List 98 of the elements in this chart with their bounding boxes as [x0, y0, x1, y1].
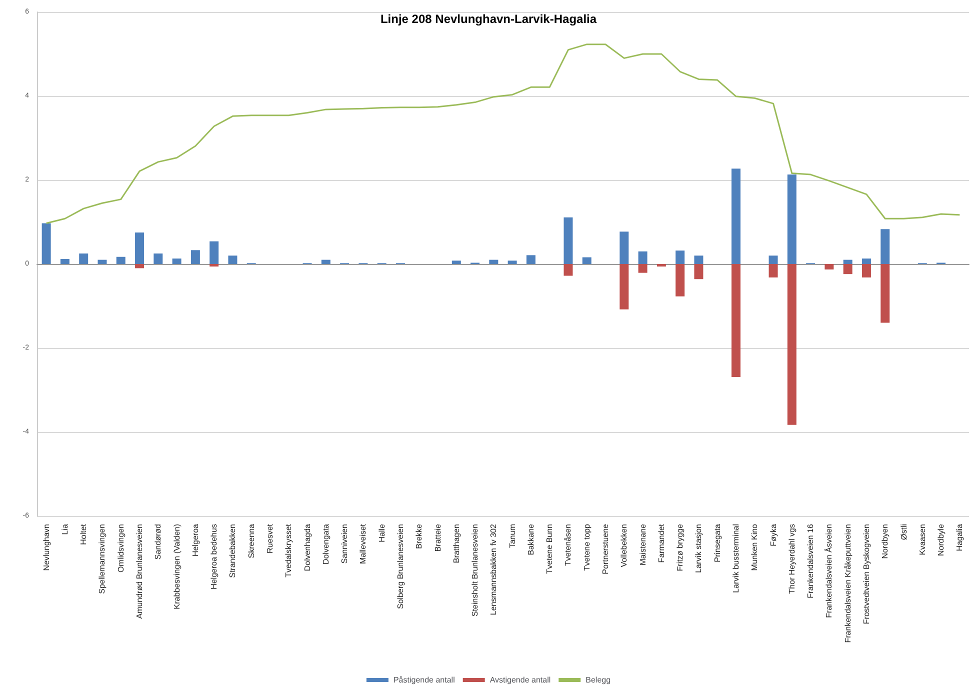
x-tick-label: Fritzø brygge: [676, 523, 685, 572]
x-tick-label: Frankendalsveien Åsveien: [824, 524, 834, 618]
x-tick-label: Dolvengata: [321, 523, 330, 564]
x-tick-label: Larvik bussterminal: [732, 524, 740, 593]
x-tick-label: Solberg Brunlanesveien: [396, 524, 405, 609]
x-tick-label: Hagalia: [955, 523, 964, 552]
bar: [787, 264, 796, 425]
x-tick-label: Lensmannsbakken fv 302: [489, 523, 498, 616]
bar: [228, 256, 238, 264]
bar: [135, 264, 144, 268]
bar: [768, 264, 778, 278]
bar: [526, 255, 536, 264]
x-tick-label: Frankendalsveien 16: [806, 523, 816, 598]
bar: [489, 260, 498, 264]
x-tick-label: Holtet: [79, 523, 88, 545]
x-tick-label: Bratthagen: [452, 524, 461, 564]
bar: [862, 264, 871, 278]
x-tick-label: Omlidsvingen: [116, 524, 126, 572]
x-tick-label: Nordbyen: [880, 524, 890, 559]
bar: [880, 264, 890, 323]
bar: [60, 258, 70, 264]
x-tick-label: Krabbesvingen (Valden): [172, 524, 182, 610]
bar: [694, 256, 704, 264]
bar: [508, 260, 517, 264]
x-tick-label: Strandebakken: [228, 524, 238, 578]
x-tick-label: Kvaasen: [918, 524, 927, 556]
x-tick-label: Halle: [377, 523, 386, 542]
x-tick-label: Frankendalsveien Kråkeputtveien: [843, 524, 852, 643]
bar: [862, 258, 871, 264]
x-tick-label: Helgeroa: [190, 523, 200, 556]
bar: [98, 260, 107, 264]
bar: [694, 264, 704, 280]
x-tick-label: Sanniveien: [340, 524, 350, 564]
bar: [210, 241, 219, 264]
bar: [564, 264, 573, 276]
x-tick-label: Lia: [60, 523, 70, 535]
x-tick-label: Ruesvet: [266, 523, 274, 554]
bar: [564, 217, 573, 264]
x-tick-label: Bratteie: [433, 523, 442, 552]
legend-label: Påstigende antall: [393, 676, 456, 684]
bar: [172, 258, 182, 264]
legend-label: Belegg: [586, 676, 611, 684]
x-tick-label: Helgeroa bedehus: [210, 524, 219, 590]
x-tick-label: Dolvenhagda: [302, 523, 312, 572]
bar: [638, 251, 648, 264]
bar: [843, 260, 852, 264]
x-tick-label: Frostvedtveien Byskogveien: [862, 524, 871, 624]
x-tick-label: Farmandet: [656, 523, 666, 563]
bar: [676, 264, 685, 296]
bar: [452, 260, 461, 264]
bar: [620, 232, 629, 264]
x-tick-label: Sandørød: [154, 524, 163, 560]
x-tick-label: Bakkane: [526, 523, 536, 556]
x-tick-label: Steinsholt Brunlanesveien: [470, 524, 480, 617]
x-tick-label: Amundrød Brunlanesveien: [135, 524, 144, 619]
bar: [154, 254, 163, 264]
bar: [768, 256, 778, 264]
x-tick-label: Østli: [899, 524, 908, 540]
bar: [824, 264, 834, 270]
x-tick-label: Tanum: [508, 524, 517, 548]
x-tick-label: Portnerstuene: [601, 523, 610, 574]
bar: [880, 229, 890, 264]
x-tick-label: Vollebekken: [620, 524, 629, 568]
x-tick-label: Tvedalskrysset: [284, 523, 294, 578]
x-tick-label: Nordbyle: [936, 523, 946, 556]
bar: [656, 264, 666, 267]
bar: [42, 223, 51, 264]
bar: [582, 257, 592, 264]
chart-title: Linje 208 Nevlunghavn-Larvik-Hagalia: [380, 12, 597, 26]
x-tick-label: Brekke: [414, 523, 424, 549]
x-tick-label: Prinsegata: [712, 523, 722, 562]
x-tick-label: Føyka: [768, 523, 778, 546]
x-tick-label: Malleveiset: [358, 523, 368, 564]
bar: [79, 254, 88, 264]
bar: [732, 168, 740, 264]
bar: [321, 260, 330, 264]
legend-label: Avstigende antall: [490, 676, 551, 684]
bar: [210, 264, 219, 267]
x-tick-label: Spellemannsvingen: [98, 524, 107, 594]
bar: [638, 264, 648, 273]
x-tick-label: Munken Kino: [750, 523, 760, 571]
bar: [620, 264, 629, 310]
bar: [135, 232, 144, 264]
x-tick-label: Nevlunghavn: [42, 524, 51, 571]
x-tick-label: Skreenna: [246, 523, 256, 558]
line-series: [46, 44, 960, 224]
bar: [843, 264, 852, 274]
x-tick-label: Tvetene topp: [582, 523, 592, 571]
bar: [116, 256, 126, 264]
x-tick-label: Larvik stasjon: [694, 524, 704, 573]
bar: [787, 174, 796, 264]
bar: [190, 250, 200, 264]
x-tick-label: Thor Heyerdahl vgs: [787, 524, 796, 594]
x-tick-label: Maistenane: [638, 523, 648, 566]
x-tick-label: Tvetenåsen: [564, 524, 573, 566]
x-tick-label: Tvetene Bunn: [545, 524, 554, 574]
bar: [676, 250, 685, 264]
bar: [732, 264, 740, 377]
